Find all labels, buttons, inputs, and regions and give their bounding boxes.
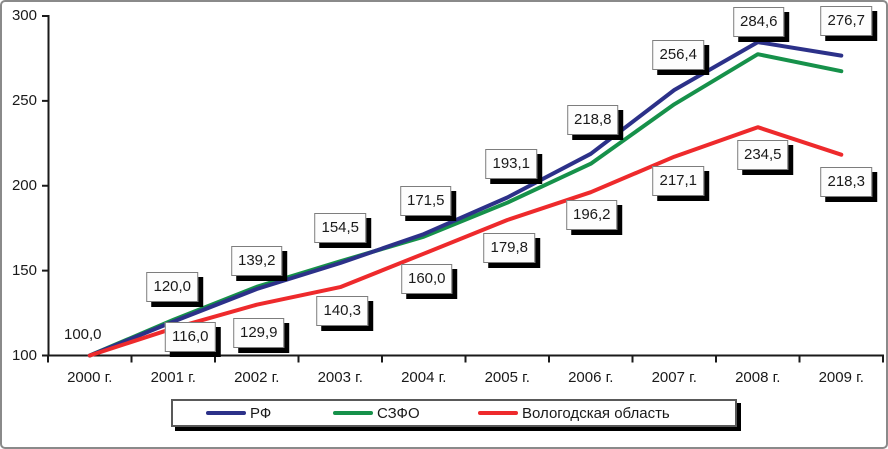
legend: РФ СЗФО Вологодская область: [171, 399, 737, 427]
y-tick-label: 250: [11, 91, 37, 109]
x-tick-label: 2007 г.: [651, 369, 697, 386]
x-tick-label: 2004 г.: [401, 369, 447, 386]
legend-label: СЗФО: [377, 404, 420, 422]
x-tick-label: 2002 г.: [234, 369, 280, 386]
data-label: 193,1: [485, 149, 538, 180]
data-label: 218,3: [820, 166, 873, 197]
x-tick-label: 2006 г.: [568, 369, 614, 386]
data-label: 217,1: [652, 165, 705, 196]
data-label: 196,2: [565, 200, 618, 231]
x-tick-label: 2001 г.: [150, 369, 196, 386]
data-label: 284,6: [732, 7, 785, 38]
data-label: 120,0: [146, 271, 199, 302]
legend-item-vologda: Вологодская область: [478, 401, 670, 425]
y-tick-label: 200: [11, 176, 37, 194]
x-tick-label: 2005 г.: [484, 369, 530, 386]
data-label: 256,4: [652, 40, 705, 70]
legend-swatch-rf: [206, 411, 246, 415]
y-tick-label: 150: [11, 261, 37, 279]
legend-label: РФ: [250, 404, 272, 422]
data-label: 179,8: [483, 233, 536, 264]
legend-swatch-szfo: [333, 411, 373, 415]
data-label: 129,9: [232, 317, 285, 348]
legend-swatch-vologda: [478, 411, 518, 415]
series-line-vologda: [87, 125, 844, 358]
legend-item-rf: РФ: [206, 401, 271, 425]
series-line-rf: [87, 40, 844, 358]
x-tick-label: 2000 г.: [67, 369, 113, 386]
x-tick-label: 2008 г.: [735, 369, 781, 386]
data-label: 160,0: [400, 263, 453, 294]
legend-item-szfo: СЗФО: [333, 401, 420, 425]
data-label: 234,5: [736, 140, 789, 171]
data-label: 171,5: [399, 186, 452, 217]
data-label: 218,8: [566, 104, 619, 135]
data-label: 140,3: [316, 296, 369, 327]
data-label-plain: 100,0: [63, 325, 102, 343]
x-tick-label: 2003 г.: [317, 369, 363, 386]
legend-label: Вологодская область: [522, 404, 670, 422]
data-label: 154,5: [314, 212, 367, 243]
y-tick-label: 100: [11, 346, 37, 364]
x-tick-label: 2009 г.: [818, 369, 864, 386]
data-label: 116,0: [165, 322, 216, 353]
data-label: 276,7: [820, 5, 873, 36]
data-label: 139,2: [230, 245, 283, 276]
y-tick-label: 300: [11, 7, 37, 24]
